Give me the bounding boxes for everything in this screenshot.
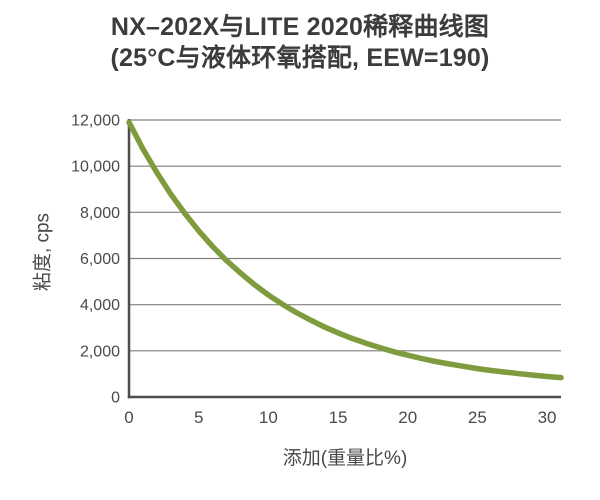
x-tick-label-15: 15: [329, 408, 348, 427]
chart-title-block: NX–202X与LITE 2020稀释曲线图 (25°C与液体环氧搭配, EEW…: [0, 12, 600, 74]
dilution-curve: [126, 119, 564, 381]
x-tick-label-10: 10: [259, 408, 278, 427]
y-tick-label-10000: 10,000: [71, 159, 120, 176]
x-tick-label-5: 5: [194, 408, 203, 427]
x-tick-label-30: 30: [538, 408, 557, 427]
x-axis-title: 添加(重量比%): [282, 448, 408, 469]
y-tick-label-0: 0: [111, 390, 120, 407]
y-axis-title: 粘度, cps: [32, 212, 54, 292]
x-tick-label-25: 25: [468, 408, 487, 427]
chart-title: NX–202X与LITE 2020稀释曲线图: [110, 13, 490, 41]
chart-subtitle: (25°C与液体环氧搭配, EEW=190): [110, 44, 490, 72]
y-tick-label-6000: 6,000: [80, 251, 120, 268]
y-tick-label-4000: 4,000: [80, 297, 120, 314]
x-tick-label-20: 20: [398, 408, 417, 427]
y-tick-label-2000: 2,000: [80, 343, 120, 360]
y-tick-label-8000: 8,000: [80, 205, 120, 222]
x-tick-label-0: 0: [124, 408, 133, 427]
y-tick-label-12000: 12,000: [71, 113, 120, 130]
